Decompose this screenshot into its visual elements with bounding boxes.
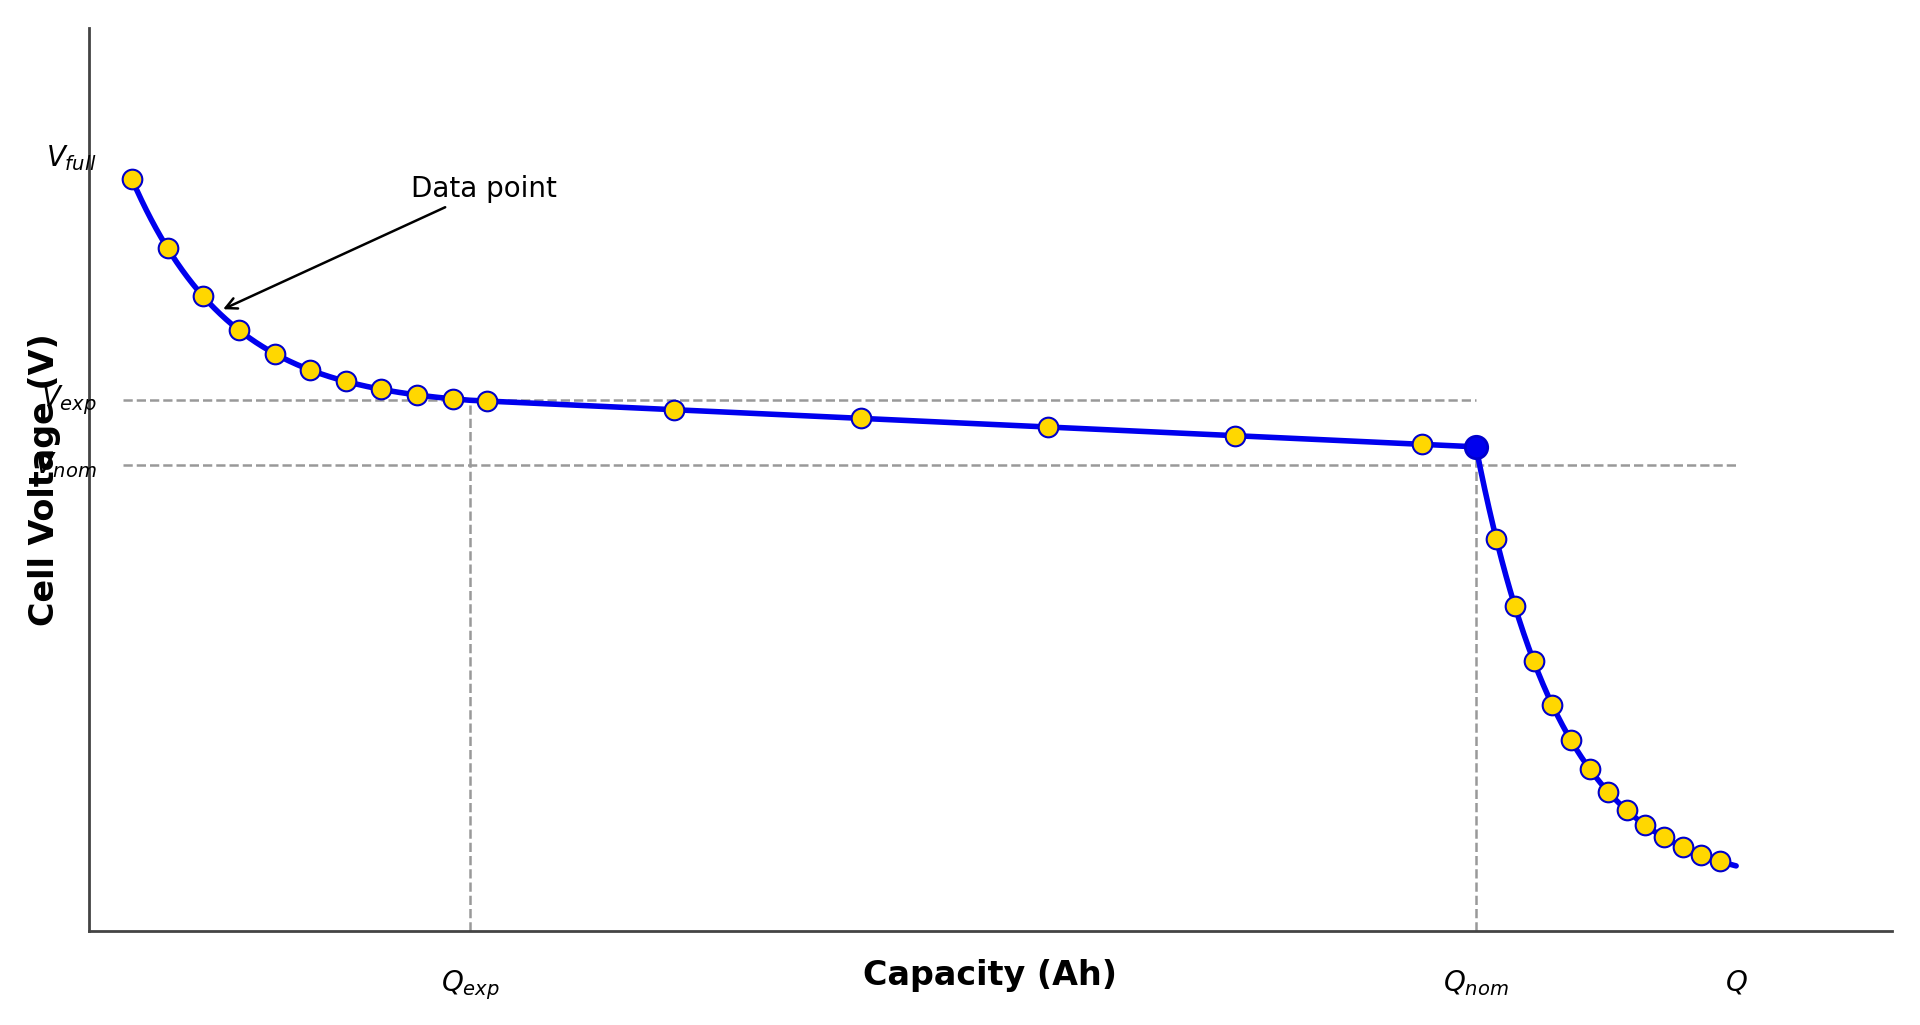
Point: [117, 171, 148, 188]
Point: [1461, 439, 1492, 455]
Text: $V_{exp}$: $V_{exp}$: [42, 383, 98, 417]
Point: [259, 345, 290, 362]
Text: $V_{nom}$: $V_{nom}$: [35, 451, 98, 481]
Point: [1630, 817, 1661, 833]
Text: $V_{full}$: $V_{full}$: [46, 144, 98, 173]
Point: [1536, 697, 1567, 713]
Text: Data point: Data point: [227, 175, 557, 309]
Point: [659, 402, 689, 418]
Point: [1705, 853, 1736, 869]
Point: [223, 322, 253, 338]
X-axis label: Capacity (Ah): Capacity (Ah): [864, 958, 1117, 992]
Y-axis label: Cell Voltage (V): Cell Voltage (V): [27, 333, 61, 626]
Point: [330, 373, 361, 390]
Point: [296, 362, 326, 378]
Point: [1667, 839, 1697, 856]
Point: [1649, 829, 1680, 846]
Point: [1555, 732, 1586, 748]
Text: $Q$: $Q$: [1724, 969, 1747, 996]
Point: [1219, 427, 1250, 444]
Text: $Q_{nom}$: $Q_{nom}$: [1444, 969, 1509, 998]
Point: [1480, 531, 1511, 547]
Point: [1033, 419, 1064, 436]
Point: [401, 386, 432, 403]
Point: [1519, 653, 1549, 669]
Point: [1686, 847, 1716, 863]
Point: [1594, 783, 1624, 800]
Point: [1407, 436, 1438, 452]
Point: [847, 410, 877, 426]
Point: [472, 393, 503, 409]
Point: [438, 391, 468, 407]
Point: [188, 288, 219, 304]
Point: [1574, 761, 1605, 777]
Point: [367, 381, 397, 398]
Point: [152, 240, 182, 256]
Point: [1500, 599, 1530, 615]
Point: [1611, 803, 1642, 819]
Text: $Q_{exp}$: $Q_{exp}$: [442, 969, 499, 1001]
